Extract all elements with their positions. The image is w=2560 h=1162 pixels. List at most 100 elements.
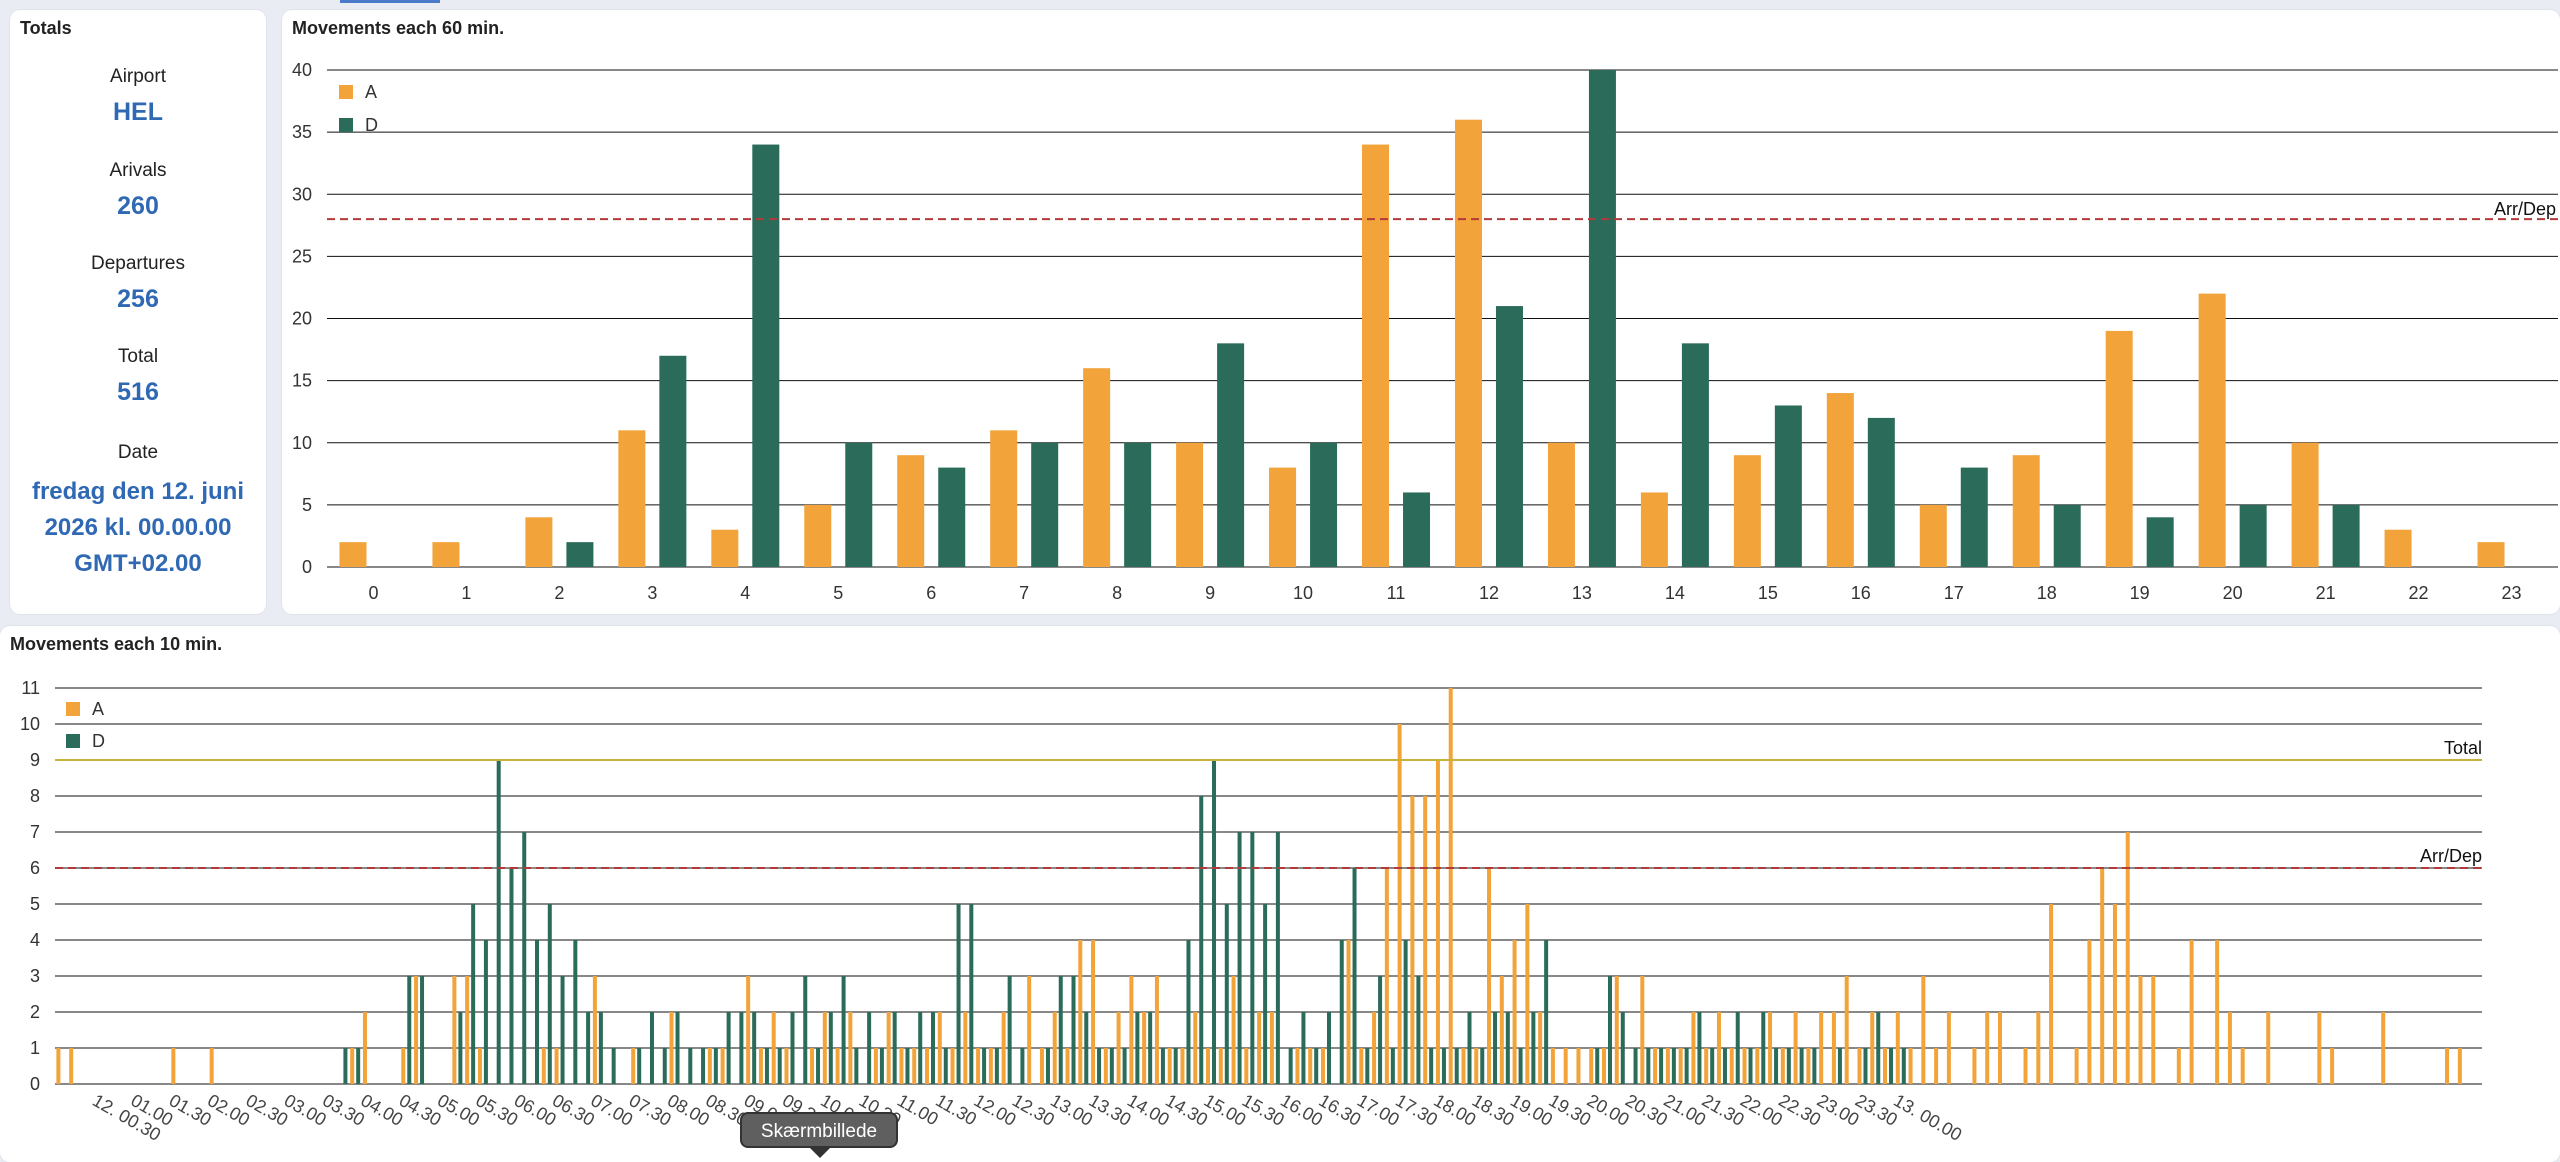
- tenmin-bar-departures: [1339, 940, 1344, 1084]
- tenmin-bar-departures: [816, 1048, 821, 1084]
- tenmin-bar-arrivals: [835, 1048, 840, 1084]
- tenmin-bar-arrivals: [1678, 1048, 1683, 1084]
- tenmin-bar-departures: [1799, 1048, 1804, 1084]
- tenmin-bar-departures: [1212, 760, 1217, 1084]
- tenmin-bar-departures: [1531, 1012, 1536, 1084]
- hourly-bar-departures: [1681, 343, 1709, 567]
- airport-value: HEL: [113, 98, 163, 126]
- tenmin-bar-arrivals: [1154, 976, 1159, 1084]
- tenmin-bar-departures: [1774, 1048, 1779, 1084]
- hourly-bar-arrivals: [2477, 542, 2505, 567]
- tenmin-bar-departures: [1493, 1012, 1498, 1084]
- tenmin-xtick-label: 13. 00.00: [1890, 1090, 1965, 1145]
- tenmin-legend-swatch: [66, 734, 80, 748]
- tenmin-bar-arrivals: [1295, 1048, 1300, 1084]
- tenmin-bar-arrivals: [2240, 1048, 2245, 1084]
- tenmin-bar-arrivals: [758, 1048, 763, 1084]
- tenmin-bar-departures: [586, 1012, 591, 1084]
- tenmin-bar-arrivals: [1883, 1048, 1888, 1084]
- tenmin-bar-arrivals: [1934, 1048, 1939, 1084]
- tenmin-bar-arrivals: [2125, 832, 2130, 1084]
- tenmin-bar-departures: [739, 1012, 744, 1084]
- tenmin-bar-departures: [1518, 1048, 1523, 1084]
- tenmin-bar-departures: [764, 1048, 769, 1084]
- tenmin-bar-arrivals: [56, 1048, 61, 1084]
- hourly-reference-label: Arr/Dep: [2494, 199, 2556, 219]
- hourly-bar-arrivals: [2012, 455, 2040, 567]
- hourly-bar-departures: [1217, 343, 1245, 567]
- tenmin-ytick-label: 7: [30, 822, 40, 842]
- hourly-xtick-label: 0: [368, 583, 378, 603]
- arrivals-block: Arivals 260: [10, 160, 266, 221]
- tenmin-bar-departures: [1365, 1048, 1370, 1084]
- tenmin-bar-arrivals: [1525, 904, 1530, 1084]
- hourly-xtick-label: 12: [1479, 583, 1499, 603]
- tenmin-bar-departures: [1058, 976, 1063, 1084]
- tenmin-bar-arrivals: [976, 1048, 981, 1084]
- hourly-legend-label: D: [365, 115, 378, 135]
- tenmin-bar-arrivals: [209, 1048, 214, 1084]
- tenmin-bar-departures: [1071, 976, 1076, 1084]
- tenmin-bar-arrivals: [1997, 1012, 2002, 1084]
- tenmin-xtick-label: 17.00: [1354, 1090, 1403, 1130]
- hourly-bar-arrivals: [2384, 529, 2412, 567]
- tenmin-bar-arrivals: [1206, 1048, 1211, 1084]
- tenmin-bar-departures: [1722, 1048, 1727, 1084]
- tenmin-bar-departures: [1352, 868, 1357, 1084]
- hourly-xtick-label: 11: [1387, 583, 1406, 603]
- tenmin-bar-arrivals: [1078, 940, 1083, 1084]
- tenmin-bar-departures: [828, 1012, 833, 1084]
- tenmin-bar-departures: [1633, 1048, 1638, 1084]
- tenmin-ytick-label: 5: [30, 894, 40, 914]
- tenmin-bar-arrivals: [1180, 1048, 1185, 1084]
- totals-panel: Totals Airport HEL Arivals 260 Departure…: [10, 10, 266, 614]
- hourly-bar-arrivals: [1362, 144, 1390, 568]
- tenmin-bar-departures: [1684, 1048, 1689, 1084]
- tenmin-xtick-label: 12.30: [1009, 1090, 1058, 1130]
- hourly-bar-arrivals: [339, 542, 367, 567]
- tenmin-bar-arrivals: [401, 1048, 406, 1084]
- tenmin-bar-departures: [535, 940, 540, 1084]
- tenmin-ytick-label: 6: [30, 858, 40, 878]
- hourly-bar-departures: [1031, 442, 1059, 567]
- tenmin-bar-arrivals: [2266, 1012, 2271, 1084]
- hourly-ytick-label: 0: [302, 557, 312, 577]
- tenmin-bar-arrivals: [988, 1048, 993, 1084]
- tenmin-bar-arrivals: [1819, 1012, 1824, 1084]
- tenmin-bar-arrivals: [848, 1012, 853, 1084]
- hourly-bar-departures: [938, 467, 966, 567]
- tenmin-bar-arrivals: [1487, 868, 1492, 1084]
- tenmin-bar-departures: [1646, 1048, 1651, 1084]
- hourly-bar-arrivals: [2291, 442, 2319, 567]
- hourly-chart-panel: Movements each 60 min. 0 5 10 15 20 25 30 35 40 0…: [282, 10, 2560, 614]
- tenmin-ytick-label: 11: [21, 678, 40, 698]
- tenmin-bar-departures: [1748, 1048, 1753, 1084]
- tenmin-bar-arrivals: [2176, 1048, 2181, 1084]
- tenmin-bar-departures: [637, 1048, 642, 1084]
- hourly-xtick-label: 20: [2223, 583, 2243, 603]
- hourly-ytick-label: 20: [292, 309, 312, 329]
- tenmin-bar-arrivals: [886, 1012, 891, 1084]
- tenmin-bar-arrivals: [1384, 868, 1389, 1084]
- hourly-xtick-label: 21: [2316, 583, 2336, 603]
- tenmin-ytick-label: 8: [30, 786, 40, 806]
- tenmin-xtick-label: 14.30: [1162, 1090, 1211, 1130]
- tenmin-xtick-label: 06.00: [511, 1090, 560, 1130]
- tenmin-bar-departures: [509, 868, 514, 1084]
- tenmin-bar-departures: [1441, 1048, 1446, 1084]
- hourly-bar-arrivals: [804, 504, 832, 567]
- tenmin-xtick-label: 21.00: [1660, 1090, 1709, 1130]
- hourly-bar-departures: [2239, 504, 2267, 567]
- tenmin-bar-departures: [1544, 940, 1549, 1084]
- tenmin-bar-departures: [1186, 940, 1191, 1084]
- tenmin-bar-departures: [1505, 1012, 1510, 1084]
- tenmin-ytick-label: 10: [20, 714, 40, 734]
- tenmin-bar-departures: [1710, 1048, 1715, 1084]
- tenmin-bar-departures: [854, 1048, 859, 1084]
- tenmin-bar-arrivals: [554, 1048, 559, 1084]
- hourly-bar-arrivals: [2105, 330, 2133, 567]
- hourly-bar-departures: [752, 144, 780, 568]
- tenmin-bar-departures: [1863, 1048, 1868, 1084]
- active-tab-indicator[interactable]: [340, 0, 440, 3]
